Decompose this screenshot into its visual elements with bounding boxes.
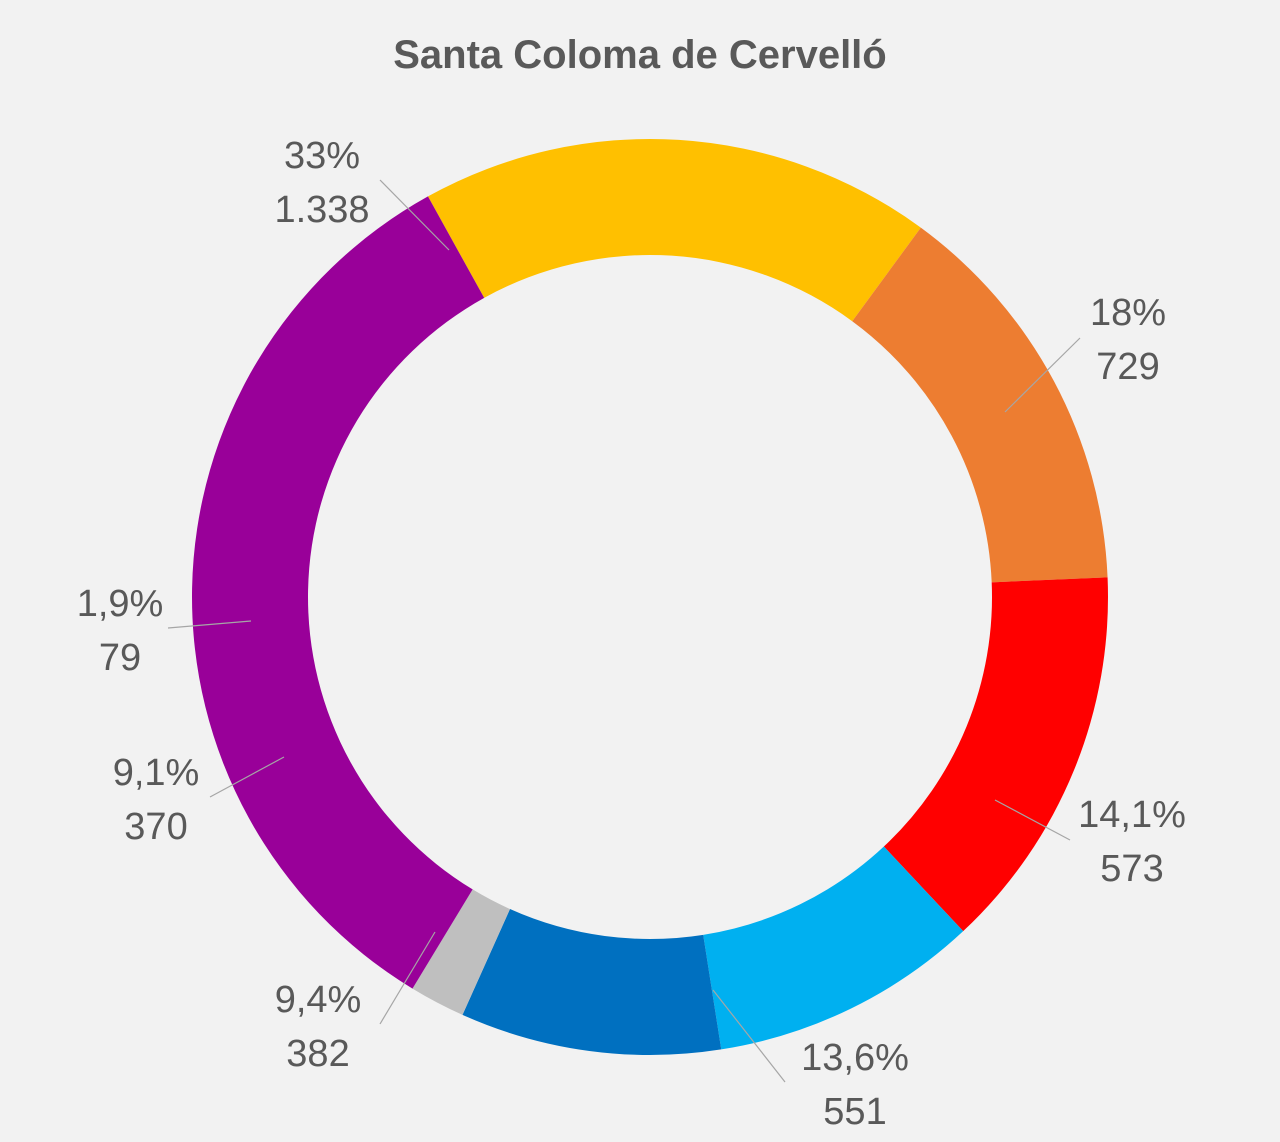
leader-line [379, 179, 450, 251]
donut-slice [427, 138, 921, 322]
value-label: 729 [1096, 346, 1159, 388]
donut-slice [852, 227, 1108, 583]
donut-slice [462, 909, 722, 1055]
slices-group [191, 138, 1109, 1055]
leader-line [1004, 337, 1081, 413]
percent-label: 18% [1090, 292, 1166, 334]
percent-label: 33% [284, 135, 360, 177]
leader-lines-group [167, 179, 1081, 1083]
leader-line [209, 756, 285, 798]
donut-slice [703, 846, 964, 1050]
percent-label: 9,1% [113, 752, 200, 794]
percent-label: 14,1% [1078, 794, 1186, 836]
value-label: 573 [1100, 848, 1163, 890]
leader-line [712, 989, 786, 1083]
leader-line [167, 620, 252, 629]
percent-label: 1,9% [77, 583, 164, 625]
leader-line [379, 931, 436, 1025]
value-label: 1.338 [274, 189, 369, 231]
value-label: 382 [286, 1033, 349, 1075]
donut-slice [883, 577, 1109, 932]
value-label: 79 [99, 637, 141, 679]
value-label: 551 [823, 1091, 886, 1133]
value-label: 370 [124, 806, 187, 848]
chart-title: Santa Coloma de Cervelló [393, 33, 886, 77]
donut-slice [191, 196, 485, 989]
percent-label: 13,6% [801, 1037, 909, 1079]
donut-slice [412, 889, 510, 1015]
data-labels-group: 18% 729 14,1% 573 13,6% 551 9,4% 382 9,1% 370 1,9%… [77, 135, 1186, 1133]
leader-line [994, 799, 1071, 841]
percent-label: 9,4% [275, 979, 362, 1021]
